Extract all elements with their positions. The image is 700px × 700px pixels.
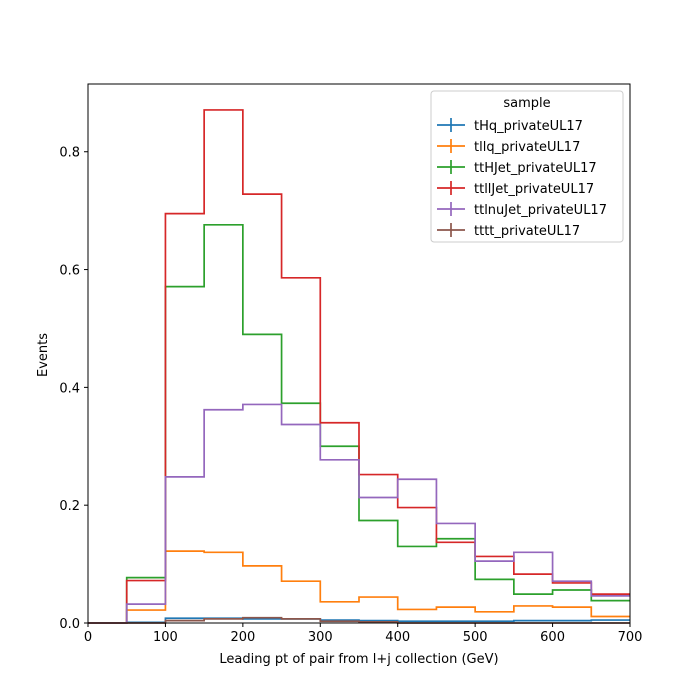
plot-frame [87,83,631,624]
legend: sample tHq_privateUL17 tllq_privateUL17tt… [430,90,624,243]
y-tick-label: 0.6 [59,264,80,279]
legend-label-1: tllq_privateUL17 [474,140,580,155]
legend-label-4: ttlnuJet_privateUL17 [474,203,607,218]
legend-entries: tHq_privateUL17 tllq_privateUL17 ttHJet_pr… [437,118,607,239]
legend-label-0: tHq_privateUL17 [474,119,583,134]
y-tick-label: 0.4 [59,381,80,396]
x-tick-label: 700 [618,630,643,645]
legend-label-2: ttHJet_privateUL17 [474,161,597,176]
x-tick-label: 600 [540,630,565,645]
x-tick-label: 500 [463,630,488,645]
x-tick-label: 300 [308,630,333,645]
legend-title: sample [503,96,550,111]
series-layer [88,109,630,624]
legend-label-3: ttllJet_privateUL17 [474,182,594,197]
y-tick-label: 0.2 [59,499,80,514]
y-axis: 0.0 0.2 0.4 0.6 0.8 [59,146,88,632]
x-axis: 0 100 200 300 400 500 600 700 [84,623,643,645]
series-line-0 [88,617,630,624]
y-axis-label: Events [36,333,51,377]
x-tick-label: 200 [230,630,255,645]
x-tick-label: 400 [385,630,410,645]
legend-frame [430,90,624,243]
y-tick-label: 0.0 [59,617,80,632]
x-tick-label: 0 [84,630,92,645]
series-line-4 [88,403,630,624]
series-line-1 [88,550,630,624]
legend-label-5: tttt_privateUL17 [474,224,580,239]
x-tick-label: 100 [153,630,178,645]
x-axis-label: Leading pt of pair from l+j collection (… [219,652,498,667]
y-tick-label: 0.8 [59,146,80,161]
series-line-3 [88,109,630,624]
